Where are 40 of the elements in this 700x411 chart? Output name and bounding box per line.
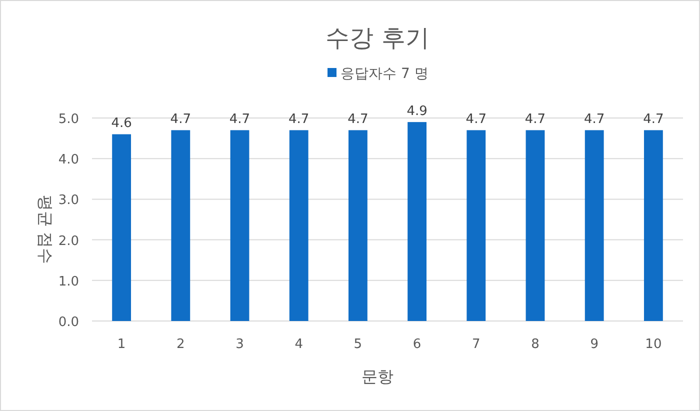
bar	[112, 134, 132, 321]
y-tick-label: 4.0	[58, 152, 79, 168]
legend-label: 응답자수 7 명	[340, 66, 428, 82]
y-tick-label: 2.0	[58, 234, 79, 249]
bar	[230, 130, 250, 321]
y-tick-label: 3.0	[58, 193, 79, 208]
x-tick-label: 10	[645, 337, 662, 352]
x-tick-label: 2	[176, 337, 185, 352]
data-label: 4.9	[406, 104, 428, 120]
data-label: 4.7	[170, 112, 191, 128]
data-label: 4.6	[111, 116, 132, 132]
x-tick-label: 6	[412, 337, 422, 352]
y-tick-label: 5.0	[58, 112, 79, 127]
bar	[171, 130, 190, 321]
data-label: 4.7	[229, 112, 250, 128]
x-tick-label: 1	[117, 337, 126, 352]
chart-title: 수강 후기	[326, 24, 430, 52]
data-label: 4.7	[348, 112, 368, 128]
bar	[289, 130, 308, 321]
x-tick-label: 7	[472, 337, 480, 352]
data-label: 4.7	[524, 112, 546, 128]
bar	[644, 130, 663, 321]
x-tick-label: 9	[590, 337, 598, 352]
y-tick-label: 0.0	[58, 315, 79, 330]
bar	[584, 130, 604, 321]
bar	[466, 130, 486, 321]
x-tick-label: 5	[354, 337, 362, 352]
x-tick-label: 3	[236, 337, 244, 352]
x-axis-title: 문항	[362, 367, 394, 386]
data-label: 4.7	[584, 112, 605, 128]
x-tick-label: 4	[294, 337, 303, 352]
bar	[408, 122, 427, 321]
data-label: 4.7	[466, 112, 486, 128]
y-axis-title: 평균 점수	[36, 194, 55, 264]
bar	[348, 130, 368, 321]
y-tick-label: 1.0	[58, 274, 79, 290]
bar	[526, 130, 545, 321]
x-tick-label: 8	[531, 337, 540, 352]
data-label: 4.7	[643, 112, 664, 128]
data-label: 4.7	[288, 112, 310, 128]
